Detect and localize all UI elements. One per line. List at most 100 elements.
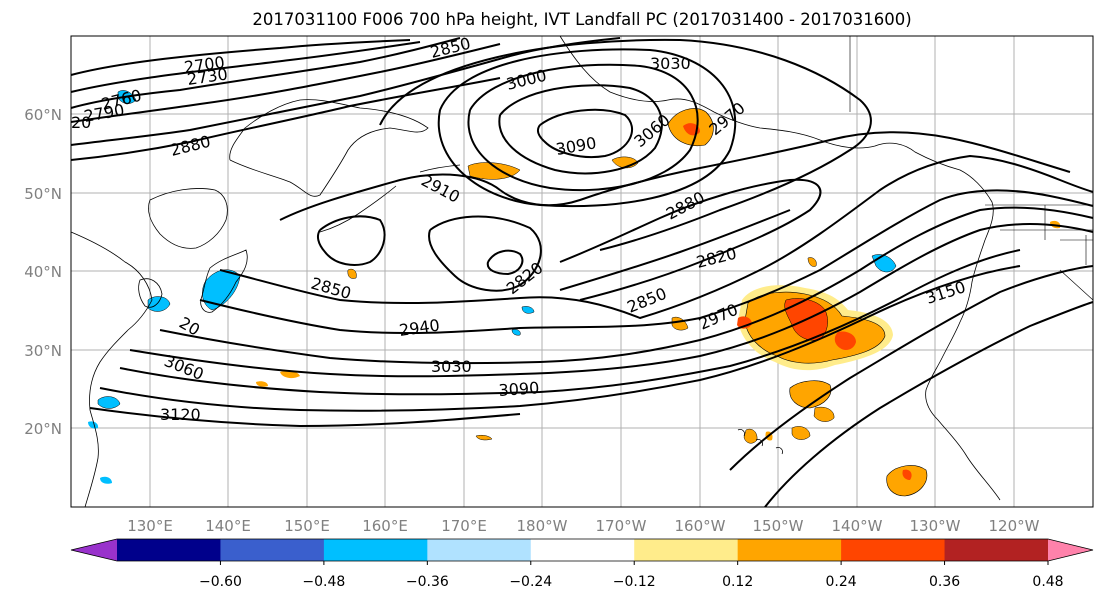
contour-label-20-left: 20 [71,113,91,132]
anomaly-positive-orange-south1 [789,380,832,409]
anomaly-positive-orange-south2 [813,406,835,422]
lon-label-180w: 180°W [517,517,568,535]
anomaly-negative-blue-central1 [521,306,535,314]
anomaly-positive-orange-far-south [886,465,928,497]
colorbar-segment [944,539,1049,561]
colorbar-tick-label: 0.36 [929,574,960,590]
map-frame [70,35,1094,508]
colorbar: −0.60 −0.48 −0.36 −0.24 −0.12 0.12 0.24 0.36 0.4… [70,538,1094,590]
contour-3030-main [129,223,1094,378]
contour-2970-high [379,38,872,251]
colorbar-extend-low [71,539,117,561]
contour-2940-main [199,189,1094,335]
anomaly-positive-red-far-south [902,469,912,480]
contour-3120-main [89,407,521,428]
anomaly-negative-blue-south [88,421,99,429]
lat-label-60n: 60°N [24,106,62,124]
colorbar-segment [117,539,221,561]
height-contours [70,37,1094,508]
contour-2820-low [486,249,524,276]
contour-2700 [70,39,411,76]
colorbar-tick-label: 0.24 [826,574,857,590]
anomaly-positive-orange-south3 [791,426,811,440]
lon-label-120w: 120°W [989,517,1040,535]
country-borders [849,36,1094,301]
lon-label-160w: 160°W [675,517,726,535]
colorbar-segment [220,539,325,561]
contour-3030-high [467,63,699,192]
map-panel: 2700 2730 2760 2790 20 2880 2850 3000 30… [70,34,1094,508]
lon-label-130e: 130°E [127,517,173,535]
coastline-north-america [925,239,1001,501]
contour-3060-high [498,84,663,175]
contour-3000-high [437,48,737,208]
colorbar-tick-label: −0.36 [406,574,449,590]
coastline-aleutians [319,164,461,233]
anomaly-positive-orange-central [671,316,689,331]
contour-2730 [70,41,421,93]
colorbar-tick-label: −0.24 [509,574,552,590]
anomaly-positive-red-east [834,331,856,350]
colorbar-segment [737,539,842,561]
contour-label-3030-top: 3030 [650,54,691,73]
anomaly-negative-blue-sw [100,476,112,484]
lat-label-40n: 40°N [24,263,62,281]
contour-2850-main [219,154,1094,320]
anomaly-positive-orange-west3 [347,268,357,279]
contour-2790 [70,43,501,123]
latitude-labels: 60°N 50°N 40°N 30°N 20°N [24,106,62,438]
anomaly-negative-blue-central2 [511,329,521,336]
contour-label-3090-main: 3090 [498,378,540,400]
colorbar-tick-label: −0.12 [613,574,656,590]
anomaly-negative-blue-korea [147,296,171,312]
coastline-alaska [559,35,994,241]
contour-3060-main [119,249,1021,396]
coastline-kamchatka [229,99,429,197]
lat-label-50n: 50°N [24,185,62,203]
coastlines [70,35,1094,508]
contour-2970-main [159,206,1094,365]
anomaly-shading [88,90,1061,497]
lon-label-140w: 140°W [832,517,883,535]
contour-3090-high [536,108,634,158]
contour-2820-trough [559,209,791,291]
anomaly-positive-orange-small [807,257,817,267]
contour-3090-main [99,265,1021,412]
contour-2850-low [316,215,386,266]
colorbar-tick-label: 0.12 [722,574,753,590]
colorbar-outline [70,538,1094,562]
coastline-east-asia [70,231,153,508]
lon-label-170e: 170°E [441,517,487,535]
contour-label-3030-main: 3030 [431,357,472,376]
lon-label-150w: 150°W [753,517,804,535]
anomaly-positive-orange-west2 [256,381,268,387]
lat-label-20n: 20°N [24,420,62,438]
colorbar-tick-label: −0.48 [302,574,345,590]
figure-title: 2017031100 F006 700 hPa height, IVT Land… [252,10,911,29]
coastline-japan [200,249,248,313]
contour-2910 [279,131,1071,221]
colorbar-tick-label: −0.60 [199,574,242,590]
anomaly-positive-orange-west4 [475,434,493,441]
colorbar-segment [530,539,635,561]
longitude-labels: 130°E 140°E 150°E 160°E 170°E 180°W 170°… [127,517,1039,535]
lon-label-140e: 140°E [205,517,251,535]
colorbar-segments [70,538,1094,562]
colorbar-segment [427,539,532,561]
colorbar-segment [841,539,946,561]
contour-2760 [70,37,461,109]
contour-2820-ring [428,215,542,292]
lon-label-160e: 160°E [362,517,408,535]
colorbar-segment [634,539,739,561]
contour-2880-trough [559,178,822,301]
contour-label-3120: 3120 [160,405,201,424]
colorbar-extend-high [1048,539,1093,561]
anomaly-negative-blue-taiwan [97,396,121,409]
coastline-okhotsk [148,188,228,249]
contour-3150-main [729,265,1094,471]
contour-3180-main [764,301,1094,508]
colorbar-ticks: −0.60 −0.48 −0.36 −0.24 −0.12 0.12 0.24 0.36 0.4… [199,561,1064,590]
lon-label-130w: 130°W [910,517,961,535]
